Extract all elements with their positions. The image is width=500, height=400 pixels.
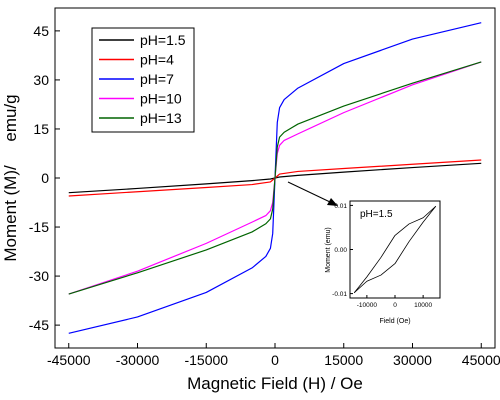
x-tick-label: 45000 [462, 352, 500, 368]
x-tick-label: 30000 [393, 352, 432, 368]
x-tick-label: -45000 [47, 352, 91, 368]
y-tick-label: -30 [29, 268, 49, 284]
x-tick-label: 0 [271, 352, 279, 368]
legend-label-1: pH=4 [140, 52, 174, 68]
y-tick-label: 45 [33, 23, 49, 39]
inset-x-axis-title: Field (Oe) [379, 318, 410, 325]
y-tick-label: 0.01 [334, 203, 347, 210]
inset-series-line-0 [353, 205, 437, 293]
x-axis-title: Magnetic Field (H) / Oe [187, 374, 363, 393]
y-tick-label: -45 [29, 317, 49, 333]
y-tick-label: 15 [33, 121, 49, 137]
y-tick-label: 0 [41, 170, 49, 186]
y-tick-label: -0.01 [332, 291, 347, 298]
y-tick-label: -15 [29, 219, 49, 235]
inset-pointer-arrow [287, 181, 338, 206]
legend-label-2: pH=7 [140, 71, 174, 87]
y-axis-title: Moment (M)/ emu/g [1, 94, 20, 261]
inset-y-axis-title: Moment (emu) [325, 227, 332, 273]
x-tick-label: 10000 [414, 302, 432, 309]
legend-label-0: pH=1.5 [140, 32, 186, 48]
legend-box [91, 27, 195, 133]
inset-chart: -10000 0 10000 -0.01 0.00 0.01 pH=1.5 Field (… [325, 200, 441, 325]
x-tick-label: 15000 [324, 352, 363, 368]
legend: pH=1.5 pH=4 pH=7 pH=10 pH=13 [91, 27, 195, 133]
main-series-line-4 [68, 61, 482, 295]
inset-frame [349, 200, 441, 299]
x-tick-label: -15000 [184, 352, 228, 368]
x-tick-label: -30000 [116, 352, 160, 368]
x-tick-label: 0 [393, 302, 397, 309]
legend-label-3: pH=10 [140, 91, 182, 107]
inset-annotation: pH=1.5 [360, 209, 393, 220]
y-tick-label: 0.00 [334, 247, 347, 254]
inset-series-line-1 [353, 206, 437, 294]
y-tick-label: 30 [33, 72, 49, 88]
x-tick-label: -10000 [357, 302, 378, 309]
legend-label-4: pH=13 [140, 110, 182, 126]
